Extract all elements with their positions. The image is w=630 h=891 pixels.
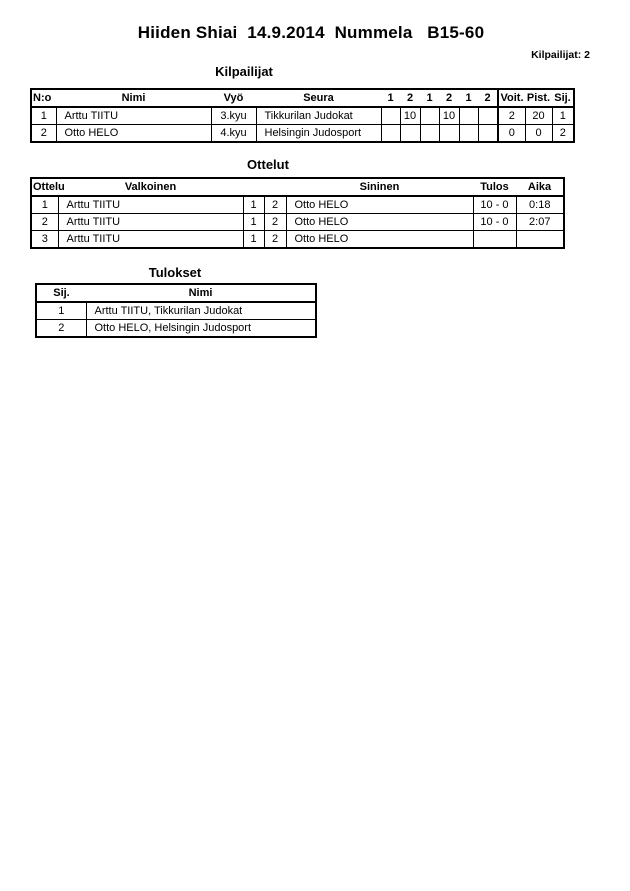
cell-white-name: Arttu TIITU xyxy=(57,230,244,249)
result-row: 2 Otto HELO, Helsingin Judosport xyxy=(35,319,317,338)
competitor-row: 2 Otto HELO 4.kyu Helsingin Judosport 0 … xyxy=(30,124,575,143)
match-row: 2 Arttu TIITU 1 2 Otto HELO 10 - 0 2:07 xyxy=(30,213,565,231)
cell-sij: 2 xyxy=(551,124,575,143)
cell-white-num: 1 xyxy=(242,195,265,214)
competitors-count-label: Kilpailijat: 2 xyxy=(531,49,590,61)
cell-result: 10 - 0 xyxy=(472,213,517,231)
column-header-round5: 1 xyxy=(459,89,478,108)
column-header-round6: 2 xyxy=(478,89,498,108)
cell-competitor: Otto HELO, Helsingin Judosport xyxy=(85,319,317,338)
cell-match-no: 3 xyxy=(30,230,59,249)
cell-score3 xyxy=(419,124,440,143)
column-header-round1: 1 xyxy=(381,89,400,108)
result-row: 1 Arttu TIITU, Tikkurilan Judokat xyxy=(35,301,317,320)
section-title-tulokset: Tulokset xyxy=(148,265,202,280)
cell-score6 xyxy=(477,124,499,143)
page-title: Hiiden Shiai 14.9.2014 Nummela B15-60 xyxy=(137,23,485,42)
cell-score1 xyxy=(380,106,401,125)
cell-blue-name: Otto HELO xyxy=(285,213,474,231)
cell-placement: 1 xyxy=(35,301,87,320)
cell-blue-num: 2 xyxy=(263,213,287,231)
cell-match-no: 2 xyxy=(30,213,59,231)
cell-white-num: 1 xyxy=(242,213,265,231)
section-title-kilpailijat: Kilpailijat xyxy=(215,64,273,79)
column-header-nimi: Nimi xyxy=(56,89,211,108)
column-header-tulos: Tulos xyxy=(473,178,516,197)
match-row: 3 Arttu TIITU 1 2 Otto HELO xyxy=(30,230,565,249)
cell-blue-name: Otto HELO xyxy=(285,195,474,214)
cell-score1 xyxy=(380,124,401,143)
cell-result: 10 - 0 xyxy=(472,195,517,214)
cell-time xyxy=(515,230,565,249)
matches-table: Ottelu Valkoinen Sininen Tulos Aika 1 Ar… xyxy=(30,177,565,249)
cell-no: 2 xyxy=(30,124,57,143)
cell-seura: Tikkurilan Judokat xyxy=(255,106,382,125)
cell-nimi: Otto HELO xyxy=(55,124,212,143)
competitors-header-row: N:o Nimi Vyö Seura 1 2 1 2 1 2 Voit. Pis… xyxy=(31,89,574,108)
column-header-round2: 2 xyxy=(400,89,420,108)
cell-voit: 2 xyxy=(497,106,526,125)
section-title-ottelut: Ottelut xyxy=(247,157,289,172)
cell-pist: 0 xyxy=(524,124,553,143)
cell-score5 xyxy=(458,124,479,143)
cell-score6 xyxy=(477,106,499,125)
match-row: 1 Arttu TIITU 1 2 Otto HELO 10 - 0 0:18 xyxy=(30,195,565,214)
competitor-row: 1 Arttu TIITU 3.kyu Tikkurilan Judokat 1… xyxy=(30,106,575,125)
cell-score3 xyxy=(419,106,440,125)
column-header-round3: 1 xyxy=(420,89,439,108)
cell-no: 1 xyxy=(30,106,57,125)
column-header-voit: Voit. xyxy=(497,89,525,108)
column-header-pist: Pist. xyxy=(525,89,552,108)
cell-placement: 2 xyxy=(35,319,87,338)
column-header-name: Nimi xyxy=(86,284,316,303)
column-header-valkoinen: Valkoinen xyxy=(58,178,243,197)
column-header-ottelu: Ottelu xyxy=(31,178,65,197)
cell-score2 xyxy=(399,124,421,143)
cell-score4: 10 xyxy=(438,106,460,125)
column-header-blue-num xyxy=(264,178,286,197)
cell-time: 0:18 xyxy=(515,195,565,214)
cell-blue-name: Otto HELO xyxy=(285,230,474,249)
column-header-sininen: Sininen xyxy=(286,178,473,197)
matches-header-row: Ottelu Valkoinen Sininen Tulos Aika xyxy=(31,178,564,197)
cell-white-num: 1 xyxy=(242,230,265,249)
cell-score4 xyxy=(438,124,460,143)
column-header-aika: Aika xyxy=(516,178,564,197)
cell-result xyxy=(472,230,517,249)
competitors-table: N:o Nimi Vyö Seura 1 2 1 2 1 2 Voit. Pis… xyxy=(30,88,575,143)
cell-white-name: Arttu TIITU xyxy=(57,195,244,214)
cell-time: 2:07 xyxy=(515,213,565,231)
cell-match-no: 1 xyxy=(30,195,59,214)
column-header-round4: 2 xyxy=(439,89,459,108)
cell-white-name: Arttu TIITU xyxy=(57,213,244,231)
cell-score5 xyxy=(458,106,479,125)
cell-blue-num: 2 xyxy=(263,230,287,249)
cell-pist: 20 xyxy=(524,106,553,125)
column-header-sij: Sij. xyxy=(552,89,574,108)
cell-nimi: Arttu TIITU xyxy=(55,106,212,125)
cell-vyo: 4.kyu xyxy=(210,124,257,143)
column-header-white-num xyxy=(243,178,264,197)
column-header-vyo: Vyö xyxy=(211,89,256,108)
results-table: Sij. Nimi 1 Arttu TIITU, Tikkurilan Judo… xyxy=(35,283,317,338)
column-header-no: N:o xyxy=(31,89,56,108)
results-header-row: Sij. Nimi xyxy=(36,284,316,303)
cell-sij: 1 xyxy=(551,106,575,125)
cell-score2: 10 xyxy=(399,106,421,125)
column-header-placement: Sij. xyxy=(36,284,86,303)
cell-competitor: Arttu TIITU, Tikkurilan Judokat xyxy=(85,301,317,320)
cell-voit: 0 xyxy=(497,124,526,143)
column-header-seura: Seura xyxy=(256,89,381,108)
cell-vyo: 3.kyu xyxy=(210,106,257,125)
cell-blue-num: 2 xyxy=(263,195,287,214)
cell-seura: Helsingin Judosport xyxy=(255,124,382,143)
